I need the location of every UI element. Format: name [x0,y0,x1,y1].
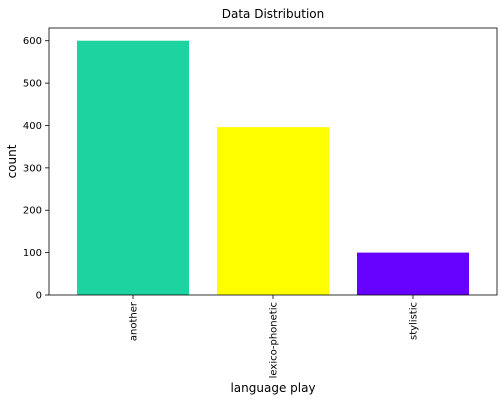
chart-title: Data Distribution [222,7,324,21]
bar-stylistic [357,252,469,295]
plot-frame [48,27,498,296]
y-tick-label: 400 [23,121,42,132]
y-tick-label: 600 [23,36,42,47]
y-axis-title: count [5,144,19,178]
bar-another [77,40,189,295]
x-tick-label: another [129,301,140,341]
y-tick-label: 500 [23,79,42,90]
y-tick-label: 0 [36,291,42,302]
x-tick-label: lexico-phonetic [269,302,280,378]
y-tick-label: 300 [23,163,42,174]
x-axis: another lexico-phonetic stylistic [129,295,420,378]
x-tick-label: stylistic [409,302,420,340]
y-tick-label: 100 [23,248,42,259]
y-axis: 0 100 200 300 400 500 600 [23,36,49,302]
bars-group [77,40,469,296]
bar-lexico-phonetic [217,127,329,296]
x-axis-title: language play [230,381,315,395]
y-tick-label: 200 [23,206,42,217]
